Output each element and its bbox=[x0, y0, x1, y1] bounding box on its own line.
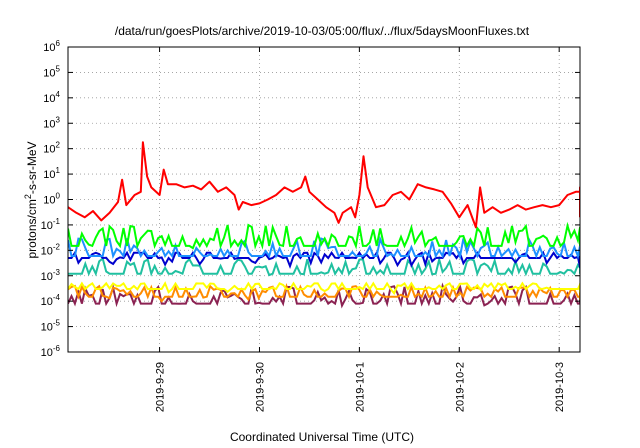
x-tick-label: 2019-10-2 bbox=[454, 362, 466, 412]
flux-series-line bbox=[68, 282, 580, 309]
x-axis-label: Coordinated Universal Time (UTC) bbox=[230, 430, 414, 444]
y-tick-exp: -4 bbox=[53, 293, 61, 302]
y-tick-label: 10-5 bbox=[41, 319, 61, 334]
y-tick-label: 105 bbox=[43, 64, 60, 79]
y-tick-label: 10-1 bbox=[41, 217, 61, 232]
x-tick-label: 2019-10-1 bbox=[354, 362, 366, 412]
y-tick-exp: -5 bbox=[53, 319, 61, 328]
y-tick-exp: -2 bbox=[53, 242, 61, 251]
chart-title: /data/run/goesPlots/archive/2019-10-03/0… bbox=[115, 24, 530, 38]
y-tick-label: 101 bbox=[43, 166, 60, 181]
y-tick-exp: 1 bbox=[56, 166, 61, 175]
x-tick-label: 2019-9-30 bbox=[254, 362, 266, 412]
y-tick-base: 10 bbox=[41, 271, 53, 283]
y-tick-label: 102 bbox=[43, 141, 60, 156]
y-tick-exp: 0 bbox=[56, 192, 61, 201]
red-flux-series-line bbox=[68, 141, 580, 229]
y-tick-label: 10-3 bbox=[41, 268, 61, 283]
y-tick-label: 103 bbox=[43, 115, 60, 130]
y-tick-exp: 4 bbox=[56, 90, 61, 99]
y-tick-exp: 6 bbox=[56, 39, 61, 48]
y-tick-label: 106 bbox=[43, 39, 60, 54]
y-tick-label: 104 bbox=[43, 90, 60, 105]
y-tick-base: 10 bbox=[43, 42, 55, 54]
series-group bbox=[68, 141, 580, 309]
y-tick-exp: -6 bbox=[53, 344, 61, 353]
y-tick-label: 10-2 bbox=[41, 242, 61, 257]
flux-series-line bbox=[68, 281, 580, 296]
y-tick-base: 10 bbox=[43, 93, 55, 105]
flux-series-line bbox=[68, 235, 580, 261]
y-tick-base: 10 bbox=[43, 67, 55, 79]
y-tick-label: 100 bbox=[43, 192, 60, 207]
y-axis-label-sup: 2 bbox=[23, 194, 33, 199]
x-tick-label: 2019-10-3 bbox=[554, 362, 566, 412]
y-axis-label-rest: -s-sr-MeV bbox=[25, 141, 39, 194]
y-tick-base: 10 bbox=[41, 322, 53, 334]
x-axis-ticks: 2019-9-29 2019-9-30 2019-10-1 2019-10-2 2019… bbox=[155, 47, 566, 412]
flux-series-line bbox=[68, 255, 580, 277]
y-tick-exp: 3 bbox=[56, 115, 61, 124]
y-tick-base: 10 bbox=[41, 245, 53, 257]
y-tick-base: 10 bbox=[41, 296, 53, 308]
y-tick-base: 10 bbox=[43, 169, 55, 181]
y-tick-exp: -3 bbox=[53, 268, 61, 277]
y-tick-label: 10-6 bbox=[41, 344, 61, 359]
x-tick-label: 2019-9-29 bbox=[155, 362, 167, 412]
y-tick-label: 10-4 bbox=[41, 293, 61, 308]
y-tick-exp: 5 bbox=[56, 64, 61, 73]
y-tick-base: 10 bbox=[43, 118, 55, 130]
flux-series-line bbox=[68, 221, 580, 250]
y-tick-exp: 2 bbox=[56, 141, 61, 150]
y-tick-base: 10 bbox=[41, 220, 53, 232]
y-tick-exp: -1 bbox=[53, 217, 61, 226]
y-axis-label: protons/cm2-s-sr-MeV bbox=[23, 141, 39, 258]
y-tick-base: 10 bbox=[43, 144, 55, 156]
grid bbox=[68, 47, 580, 352]
y-tick-base: 10 bbox=[41, 347, 53, 359]
flux-series-line bbox=[68, 282, 580, 303]
y-axis-label-base: protons/cm bbox=[25, 199, 39, 258]
y-axis-ticks: 10-610-510-410-310-210-11001011021031041… bbox=[41, 39, 580, 359]
y-tick-base: 10 bbox=[43, 195, 55, 207]
